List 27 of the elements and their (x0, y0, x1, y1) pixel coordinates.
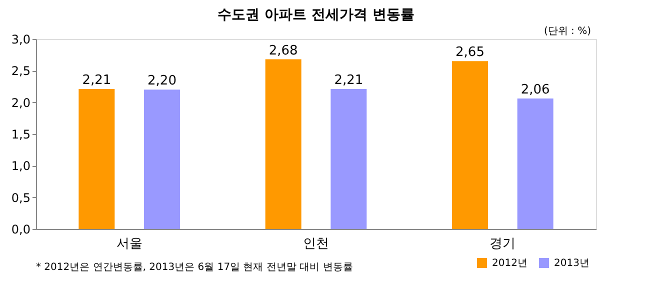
data-label: 2,21 (334, 73, 364, 88)
y-tick-label: 0,0 (11, 222, 30, 236)
legend-label: 2013년 (554, 258, 590, 269)
y-tick-label: 1,5 (11, 128, 30, 142)
bar (517, 98, 554, 229)
y-tick-label: 1,0 (11, 159, 30, 174)
x-tick-label: 경기 (490, 236, 516, 252)
y-tick-label: 0,5 (11, 190, 30, 205)
x-tick-label: 인천 (303, 236, 329, 252)
data-label: 2,20 (148, 74, 176, 89)
x-tick-label: 서울 (116, 236, 142, 252)
text: * 2012년은 연간변동률, 2013년은 6월 17일 현재 전년말 대비 변동률 (36, 262, 353, 273)
bar (265, 59, 302, 229)
legend-label: 2012년 (492, 258, 528, 269)
data-label: 2,21 (82, 73, 112, 88)
data-label: 2,68 (268, 43, 298, 58)
chart-title: 수도권 아파트 전세가격 변동률 (218, 7, 414, 23)
bar (78, 89, 115, 229)
y-tick-label: 2,0 (11, 96, 30, 110)
bar (144, 90, 180, 229)
bar (452, 61, 488, 229)
bar (330, 89, 367, 229)
data-label: 2,06 (520, 82, 550, 98)
y-tick-label: 3,0 (11, 32, 30, 46)
data-label: 2,65 (456, 45, 484, 60)
text: (단위 : %) (544, 26, 592, 37)
y-tick-label: 2,5 (11, 64, 30, 78)
